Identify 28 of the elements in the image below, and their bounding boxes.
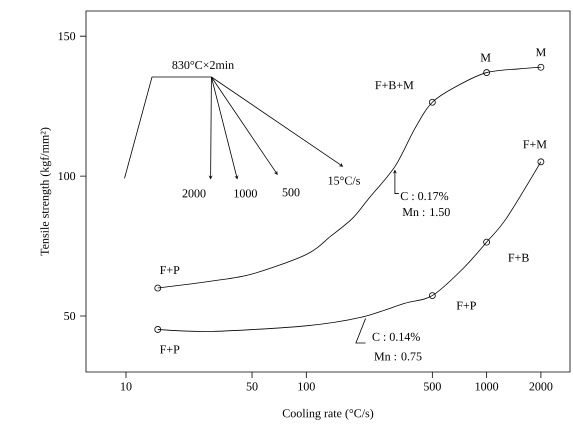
annotation: F+P bbox=[456, 302, 476, 310]
annotation: M bbox=[536, 48, 546, 56]
annotation: 1000 bbox=[234, 189, 257, 198]
annotation: 2000 bbox=[182, 189, 206, 198]
y-tick-label: 50 bbox=[64, 312, 76, 320]
x-tick-label: 1000 bbox=[476, 382, 498, 390]
annotation: Mn : 1.50 bbox=[402, 208, 450, 216]
y-tick-label: 100 bbox=[58, 172, 76, 180]
annotation: 500 bbox=[282, 188, 300, 196]
annotation: C : 0.14% bbox=[372, 332, 420, 341]
y-tick-label: 150 bbox=[58, 32, 76, 40]
x-tick-label: 2000 bbox=[529, 382, 552, 390]
x-axis-title: Cooling rate (°C/s) bbox=[282, 408, 374, 420]
annotation: 830°C×2min bbox=[172, 60, 234, 70]
annotation: F+P bbox=[160, 346, 180, 354]
annotation: Mn : 0.75 bbox=[374, 352, 422, 360]
x-tick-label: 100 bbox=[298, 382, 315, 390]
x-tick-label: 50 bbox=[246, 382, 258, 390]
annotation: F+M bbox=[523, 140, 547, 148]
annotation: F+P bbox=[160, 266, 180, 274]
annotation: M bbox=[480, 54, 491, 62]
annotation: 15°C/s bbox=[328, 176, 360, 185]
annotation: C : 0.17% bbox=[400, 192, 448, 200]
annotation: F+B bbox=[508, 254, 529, 262]
x-tick-label: 10 bbox=[121, 382, 132, 390]
x-tick-label: 500 bbox=[424, 382, 441, 390]
y-axis-title: Tensile strength (kgf/mm²) bbox=[40, 128, 52, 256]
annotation: F+B+M bbox=[375, 81, 414, 90]
